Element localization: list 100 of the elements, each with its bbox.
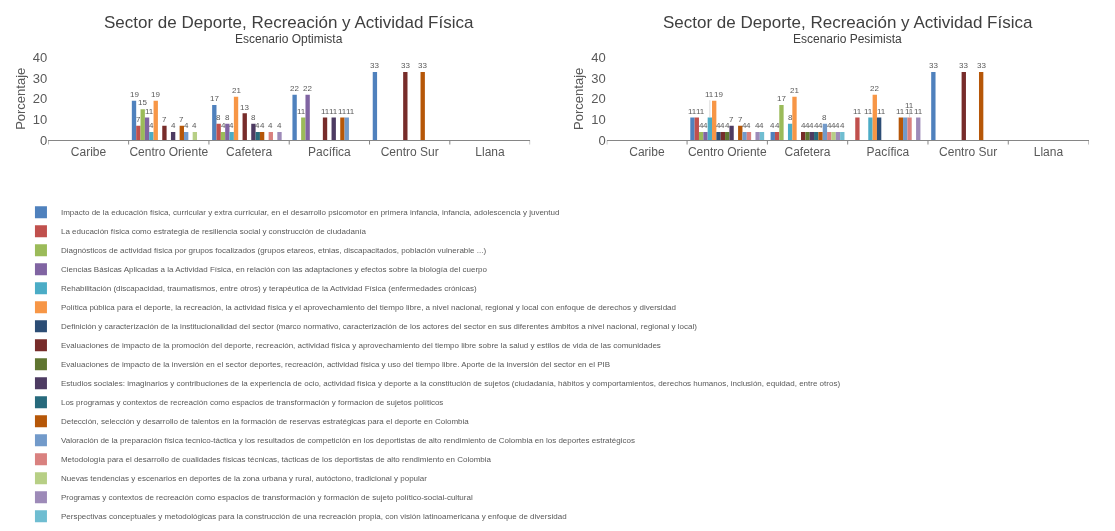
bar (242, 113, 247, 141)
data-label: 4 (805, 121, 810, 130)
bar (872, 94, 877, 141)
y-tick-label: 0 (40, 132, 48, 148)
bar (216, 123, 221, 141)
data-label: 11 (688, 107, 697, 116)
data-label: 4 (775, 121, 780, 130)
bar (149, 131, 154, 141)
data-label: 17 (777, 94, 787, 103)
data-label: 22 (290, 84, 300, 93)
data-label: 33 (977, 61, 987, 70)
data-label: 4 (742, 121, 747, 130)
bar (420, 71, 425, 141)
y-axis-title: Porcentaje (571, 67, 587, 130)
bar (136, 125, 141, 141)
data-label: 4 (221, 121, 226, 130)
bar (855, 117, 860, 141)
bar (292, 94, 297, 141)
data-label: 8 (225, 113, 230, 122)
bar (372, 71, 378, 141)
bar (140, 109, 145, 141)
data-label: 19 (130, 90, 140, 99)
data-label: 4 (827, 121, 832, 130)
bar (131, 100, 137, 141)
bar (162, 125, 167, 141)
data-label: 4 (831, 121, 836, 130)
data-label: 21 (232, 86, 242, 95)
legend-label: La educación física como estrategia de resiliencia social y construcción de ciudadanía (60, 227, 367, 237)
x-tick-label: Centro Oriente (129, 144, 209, 159)
bar (916, 117, 921, 141)
bar (868, 117, 873, 141)
bar (340, 117, 345, 141)
data-label: 4 (840, 121, 845, 130)
bar (818, 131, 823, 141)
bar (755, 131, 760, 141)
y-tick-label: 30 (591, 70, 606, 86)
legend-label: Política pública para el deporte, la recreación, la actividad física y el aprovechamiento del tiempo libre, a nivel nacional, regional y local con enfoque de derechos y diversidad (60, 303, 676, 313)
data-label: 33 (959, 61, 969, 70)
x-tick-label: Centro Sur (380, 144, 439, 159)
legend-label: Programas y contextos de recreación como espacios de transformación y formación de sujeto político-social-cultural (60, 493, 473, 503)
data-label: 11 (705, 90, 714, 99)
legend-label: Nuevas tendencias y escenarios en deportes de la zona urbana y rural, autóctono, tradicional y popular (60, 474, 428, 484)
data-label: 4 (703, 121, 708, 130)
bar (961, 71, 966, 141)
data-label: 4 (755, 121, 760, 130)
bar (903, 117, 908, 141)
bar (690, 117, 695, 141)
legend-label: Perspectivas conceptuales y metodológicas para la construcción de una recreación propia, con visión latinoamericana y enfoque de diversidad (60, 512, 567, 522)
data-label: 8 (822, 113, 827, 122)
data-label: 11 (905, 107, 914, 116)
bar (403, 71, 408, 141)
bar (931, 71, 936, 141)
bar (277, 131, 282, 141)
data-label: 4 (835, 121, 840, 130)
bar (805, 131, 810, 141)
data-label: 8 (216, 113, 221, 122)
x-tick-label: Cafetera (226, 144, 273, 159)
legend-label: Los programas y contextos de recreación como espacios de transformación y formacion de sujetos políticos (60, 398, 444, 408)
data-label: 4 (720, 121, 725, 130)
data-label: 22 (870, 84, 880, 93)
data-label: 13 (240, 103, 250, 112)
chart-title: Sector de Deporte, Recreación y Actividad Física (663, 13, 1033, 32)
data-label: 4 (171, 121, 176, 130)
bar (233, 96, 239, 141)
bar (712, 100, 717, 141)
data-label: 4 (814, 121, 819, 130)
data-label: 11 (338, 107, 347, 116)
bar (907, 117, 912, 141)
bar (978, 71, 984, 141)
chart-subtitle: Escenario Optimista (235, 32, 343, 46)
bar (742, 131, 747, 141)
data-label: 4 (818, 121, 823, 130)
data-label: 4 (260, 121, 265, 130)
data-label: 4 (759, 121, 764, 130)
x-tick-label: Cafetera (784, 144, 831, 159)
data-label: 33 (418, 61, 428, 70)
bar (779, 105, 784, 141)
data-label: 7 (162, 115, 167, 124)
x-tick-label: Pacífica (866, 144, 910, 159)
data-label: 17 (210, 94, 220, 103)
y-tick-label: 10 (591, 112, 606, 128)
data-label: 33 (929, 61, 939, 70)
data-label: 11 (896, 107, 905, 116)
bar (694, 117, 699, 141)
data-label: 33 (401, 61, 411, 70)
legend-label: Estudios sociales: imaginarios y contribuciones de la experiencia de ocio, actividad física y deporte a la constitución de sujetos (ciudadanía, hábitos y comportamientos, derechos humanos, inclusión, equidad, entre otros) (60, 379, 841, 389)
legend-label: Evaluaciones de impacto de la inversión en el sector deportes, recreación, actividad física y uso del tiempo libre. Aporte de la inversión del sector en el PIB (60, 360, 611, 370)
x-tick-label: Llana (1033, 144, 1064, 159)
bar (716, 131, 721, 141)
legend-label: Evaluaciones de impacto de la promoción del deporte, recreación, actividad física y aprovechamiento del tiempo libre sobre la salud y estilos de vida de las comunidades (60, 341, 661, 351)
data-label: 11 (321, 107, 330, 116)
bar (322, 117, 328, 141)
y-tick-label: 0 (598, 132, 606, 148)
chart-subtitle: Escenario Pesimista (793, 32, 903, 46)
data-label: 11 (853, 107, 862, 116)
y-tick-label: 20 (32, 91, 48, 107)
data-label: 21 (790, 86, 800, 95)
bar (305, 94, 310, 141)
data-label: 4 (809, 121, 814, 130)
data-label: 11 (696, 107, 705, 116)
